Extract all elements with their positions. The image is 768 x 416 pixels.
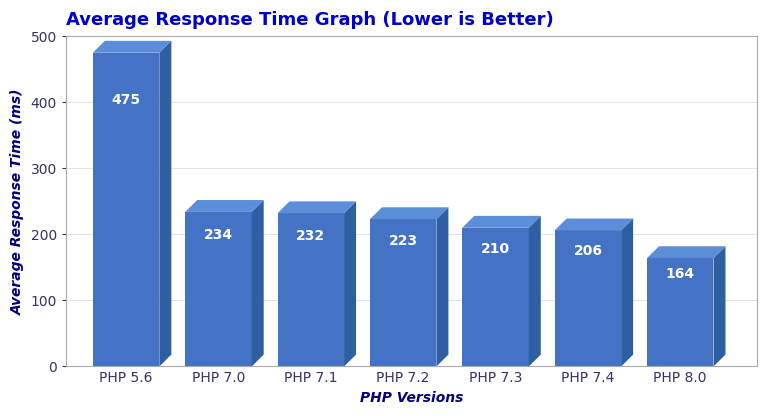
- Text: 164: 164: [666, 267, 695, 281]
- Text: 475: 475: [111, 93, 141, 107]
- Text: 223: 223: [389, 234, 418, 248]
- Text: 234: 234: [204, 228, 233, 242]
- Text: 206: 206: [574, 244, 602, 258]
- Polygon shape: [554, 218, 633, 230]
- Polygon shape: [647, 246, 726, 258]
- Polygon shape: [554, 230, 621, 366]
- Polygon shape: [159, 41, 171, 366]
- Polygon shape: [436, 207, 449, 366]
- Polygon shape: [647, 258, 713, 366]
- Polygon shape: [277, 213, 344, 366]
- Polygon shape: [252, 200, 263, 366]
- Polygon shape: [713, 246, 726, 366]
- Polygon shape: [462, 216, 541, 228]
- Polygon shape: [462, 228, 529, 366]
- Y-axis label: Average Response Time (ms): Average Response Time (ms): [11, 88, 25, 314]
- Polygon shape: [529, 216, 541, 366]
- Polygon shape: [93, 53, 159, 366]
- Polygon shape: [185, 212, 252, 366]
- Text: 210: 210: [481, 242, 510, 255]
- Polygon shape: [93, 41, 171, 53]
- Text: Average Response Time Graph (Lower is Better): Average Response Time Graph (Lower is Be…: [66, 11, 554, 29]
- X-axis label: PHP Versions: PHP Versions: [359, 391, 463, 405]
- Polygon shape: [277, 201, 356, 213]
- Polygon shape: [621, 218, 633, 366]
- Text: 232: 232: [296, 229, 326, 243]
- Polygon shape: [370, 207, 449, 219]
- Polygon shape: [185, 200, 263, 212]
- Polygon shape: [344, 201, 356, 366]
- Polygon shape: [370, 219, 436, 366]
